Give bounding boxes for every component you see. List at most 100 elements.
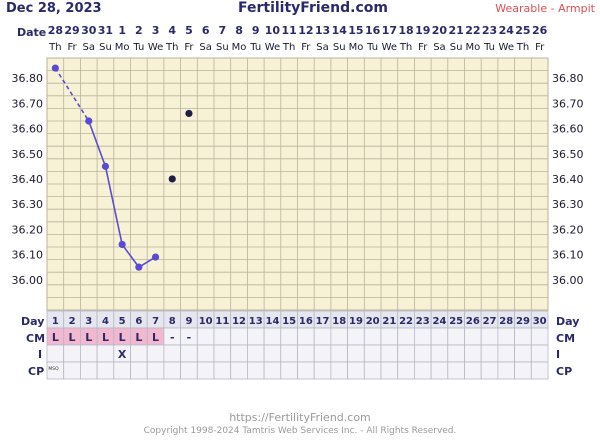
weekday-label: Th bbox=[282, 42, 295, 53]
cell-box bbox=[447, 344, 465, 363]
cell-box bbox=[347, 361, 365, 380]
cell-box bbox=[464, 327, 482, 346]
date-label: 9 bbox=[252, 24, 260, 37]
weekday-label: Fr bbox=[301, 42, 311, 53]
cell-box bbox=[497, 327, 515, 346]
y-tick-label-left: 36.80 bbox=[12, 72, 44, 85]
temperature-segment-dashed bbox=[54, 67, 90, 122]
date-label: 12 bbox=[298, 24, 313, 37]
cell-box bbox=[146, 361, 165, 380]
temperature-point bbox=[85, 117, 93, 125]
date-label: 10 bbox=[265, 24, 281, 37]
date-label: 28 bbox=[48, 24, 63, 37]
cell-box bbox=[196, 344, 215, 363]
cell-box bbox=[480, 344, 499, 363]
thermometer-mode: Wearable - Armpit bbox=[495, 2, 595, 15]
cycle-day-label: 5 bbox=[119, 316, 126, 327]
cycle-day-label: 24 bbox=[432, 316, 446, 327]
date-label: 18 bbox=[398, 24, 413, 37]
date-label: 1 bbox=[118, 24, 126, 37]
cell-box bbox=[530, 361, 549, 380]
cp-row-label-right: CP bbox=[556, 365, 572, 378]
cell-box bbox=[397, 361, 415, 380]
date-label: 29 bbox=[64, 24, 79, 37]
weekday-label: Sa bbox=[83, 42, 95, 53]
footer-url[interactable]: https://FertilityFriend.com bbox=[229, 411, 371, 424]
temperature-point bbox=[118, 240, 126, 249]
cell-box bbox=[514, 327, 532, 346]
cycle-day-label: 29 bbox=[516, 316, 530, 327]
cell-box bbox=[397, 344, 415, 363]
weekday-label: Fr bbox=[535, 42, 545, 53]
weekday-label: Sa bbox=[433, 42, 445, 53]
cycle-day-label: 16 bbox=[299, 316, 313, 327]
cell-box bbox=[280, 327, 298, 346]
cell-box bbox=[497, 344, 515, 363]
cell-box bbox=[330, 344, 348, 363]
site-title[interactable]: FertilityFriend.com bbox=[238, 0, 388, 16]
cycle-day-label: 3 bbox=[85, 316, 92, 327]
day-row-label: Day bbox=[21, 315, 44, 328]
date-label: 2 bbox=[135, 24, 143, 37]
cell-box bbox=[397, 327, 415, 346]
cell-box bbox=[213, 344, 232, 363]
y-tick-label-left: 36.20 bbox=[12, 223, 44, 236]
cell-box bbox=[246, 327, 265, 346]
cell-box bbox=[363, 344, 382, 363]
y-tick-label-right: 36.10 bbox=[552, 249, 584, 262]
cell-box bbox=[380, 344, 399, 363]
intercourse-row-label-right: I bbox=[556, 348, 560, 361]
cell-box bbox=[480, 361, 499, 380]
cell-box bbox=[263, 327, 282, 346]
cycle-day-label: 2 bbox=[69, 316, 76, 327]
y-tick-label-left: 36.40 bbox=[12, 173, 44, 186]
weekday-label: Mo bbox=[465, 42, 480, 53]
cycle-day-label: 1 bbox=[52, 316, 59, 327]
cell-box bbox=[163, 344, 181, 363]
cycle-day-label: 27 bbox=[483, 316, 497, 327]
weekday-label: Mo bbox=[115, 42, 130, 53]
cell-box bbox=[380, 361, 399, 380]
cell-box bbox=[196, 361, 215, 380]
weekday-label: Th bbox=[48, 42, 61, 53]
cell-box bbox=[330, 361, 348, 380]
cell-box bbox=[80, 361, 98, 380]
cell-box bbox=[330, 327, 348, 346]
weekday-label: We bbox=[499, 42, 514, 53]
cell-box bbox=[413, 344, 432, 363]
cm-row-label-left: CM bbox=[26, 332, 45, 345]
date-label: 23 bbox=[482, 24, 497, 37]
cell-box bbox=[63, 344, 81, 363]
date-label: 8 bbox=[235, 24, 243, 37]
date-label: 11 bbox=[281, 24, 296, 37]
cycle-day-label: 17 bbox=[316, 316, 330, 327]
y-tick-label-left: 36.50 bbox=[12, 148, 44, 161]
date-label: 7 bbox=[219, 24, 227, 37]
weekday-label: Tu bbox=[132, 42, 144, 53]
y-tick-label-right: 36.80 bbox=[552, 72, 584, 85]
chart-date: Dec 28, 2023 bbox=[6, 1, 102, 16]
weekday-label: Fr bbox=[67, 42, 77, 53]
y-tick-label-right: 36.30 bbox=[552, 198, 584, 211]
cycle-day-label: 19 bbox=[349, 316, 363, 327]
day-row-label-right: Day bbox=[556, 315, 579, 328]
date-label: 3 bbox=[152, 24, 160, 37]
cycle-day-label: 18 bbox=[332, 316, 346, 327]
weekday-label: We bbox=[148, 42, 163, 53]
cell-box bbox=[80, 344, 98, 363]
cycle-day-label: 8 bbox=[169, 316, 176, 327]
cell-box bbox=[96, 344, 115, 363]
cell-box bbox=[46, 344, 65, 363]
cell-box bbox=[363, 327, 382, 346]
cm-value: - bbox=[187, 331, 192, 344]
date-label: 5 bbox=[185, 24, 193, 37]
cell-box bbox=[413, 361, 432, 380]
cell-box bbox=[196, 327, 215, 346]
cell-box bbox=[297, 361, 315, 380]
cell-box bbox=[280, 361, 298, 380]
cell-box bbox=[514, 361, 532, 380]
weekday-label: Fr bbox=[418, 42, 428, 53]
y-tick-label-right: 36.00 bbox=[552, 274, 584, 287]
cell-box bbox=[280, 344, 298, 363]
cell-box bbox=[213, 327, 232, 346]
